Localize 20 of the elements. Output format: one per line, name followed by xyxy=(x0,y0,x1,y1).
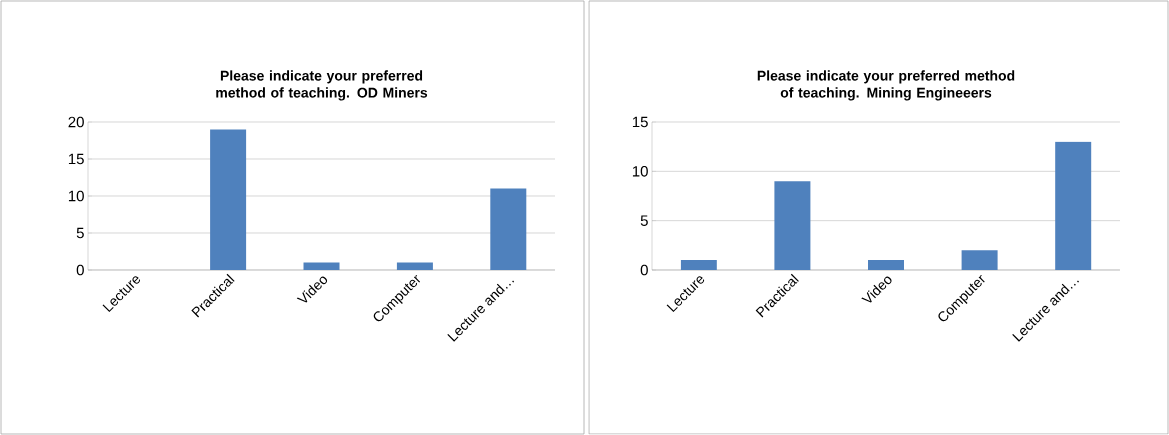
chart-title: Please indicate your preferred method of teaching. OD Miners xyxy=(216,70,428,101)
bar xyxy=(1055,141,1092,270)
bar xyxy=(868,260,904,270)
bar xyxy=(303,262,340,270)
bar xyxy=(396,262,433,270)
bar xyxy=(774,181,811,270)
bar xyxy=(680,260,717,270)
y-tick-label: 20 xyxy=(68,116,84,128)
bar xyxy=(210,129,247,270)
y-tick-label: 0 xyxy=(76,264,84,276)
bar xyxy=(961,250,998,270)
y-tick-label: 0 xyxy=(640,264,648,276)
y-tick-label: 15 xyxy=(68,153,84,165)
y-tick-label: 5 xyxy=(640,215,648,226)
y-tick-label: 5 xyxy=(76,227,84,239)
y-tick-label: 15 xyxy=(632,116,648,128)
y-tick-label: 10 xyxy=(68,190,84,202)
y-tick-label: 10 xyxy=(632,166,648,177)
chart-title: Please indicate your preferred method of teaching. Mining Engineeers xyxy=(757,70,1015,101)
bar xyxy=(490,188,527,270)
